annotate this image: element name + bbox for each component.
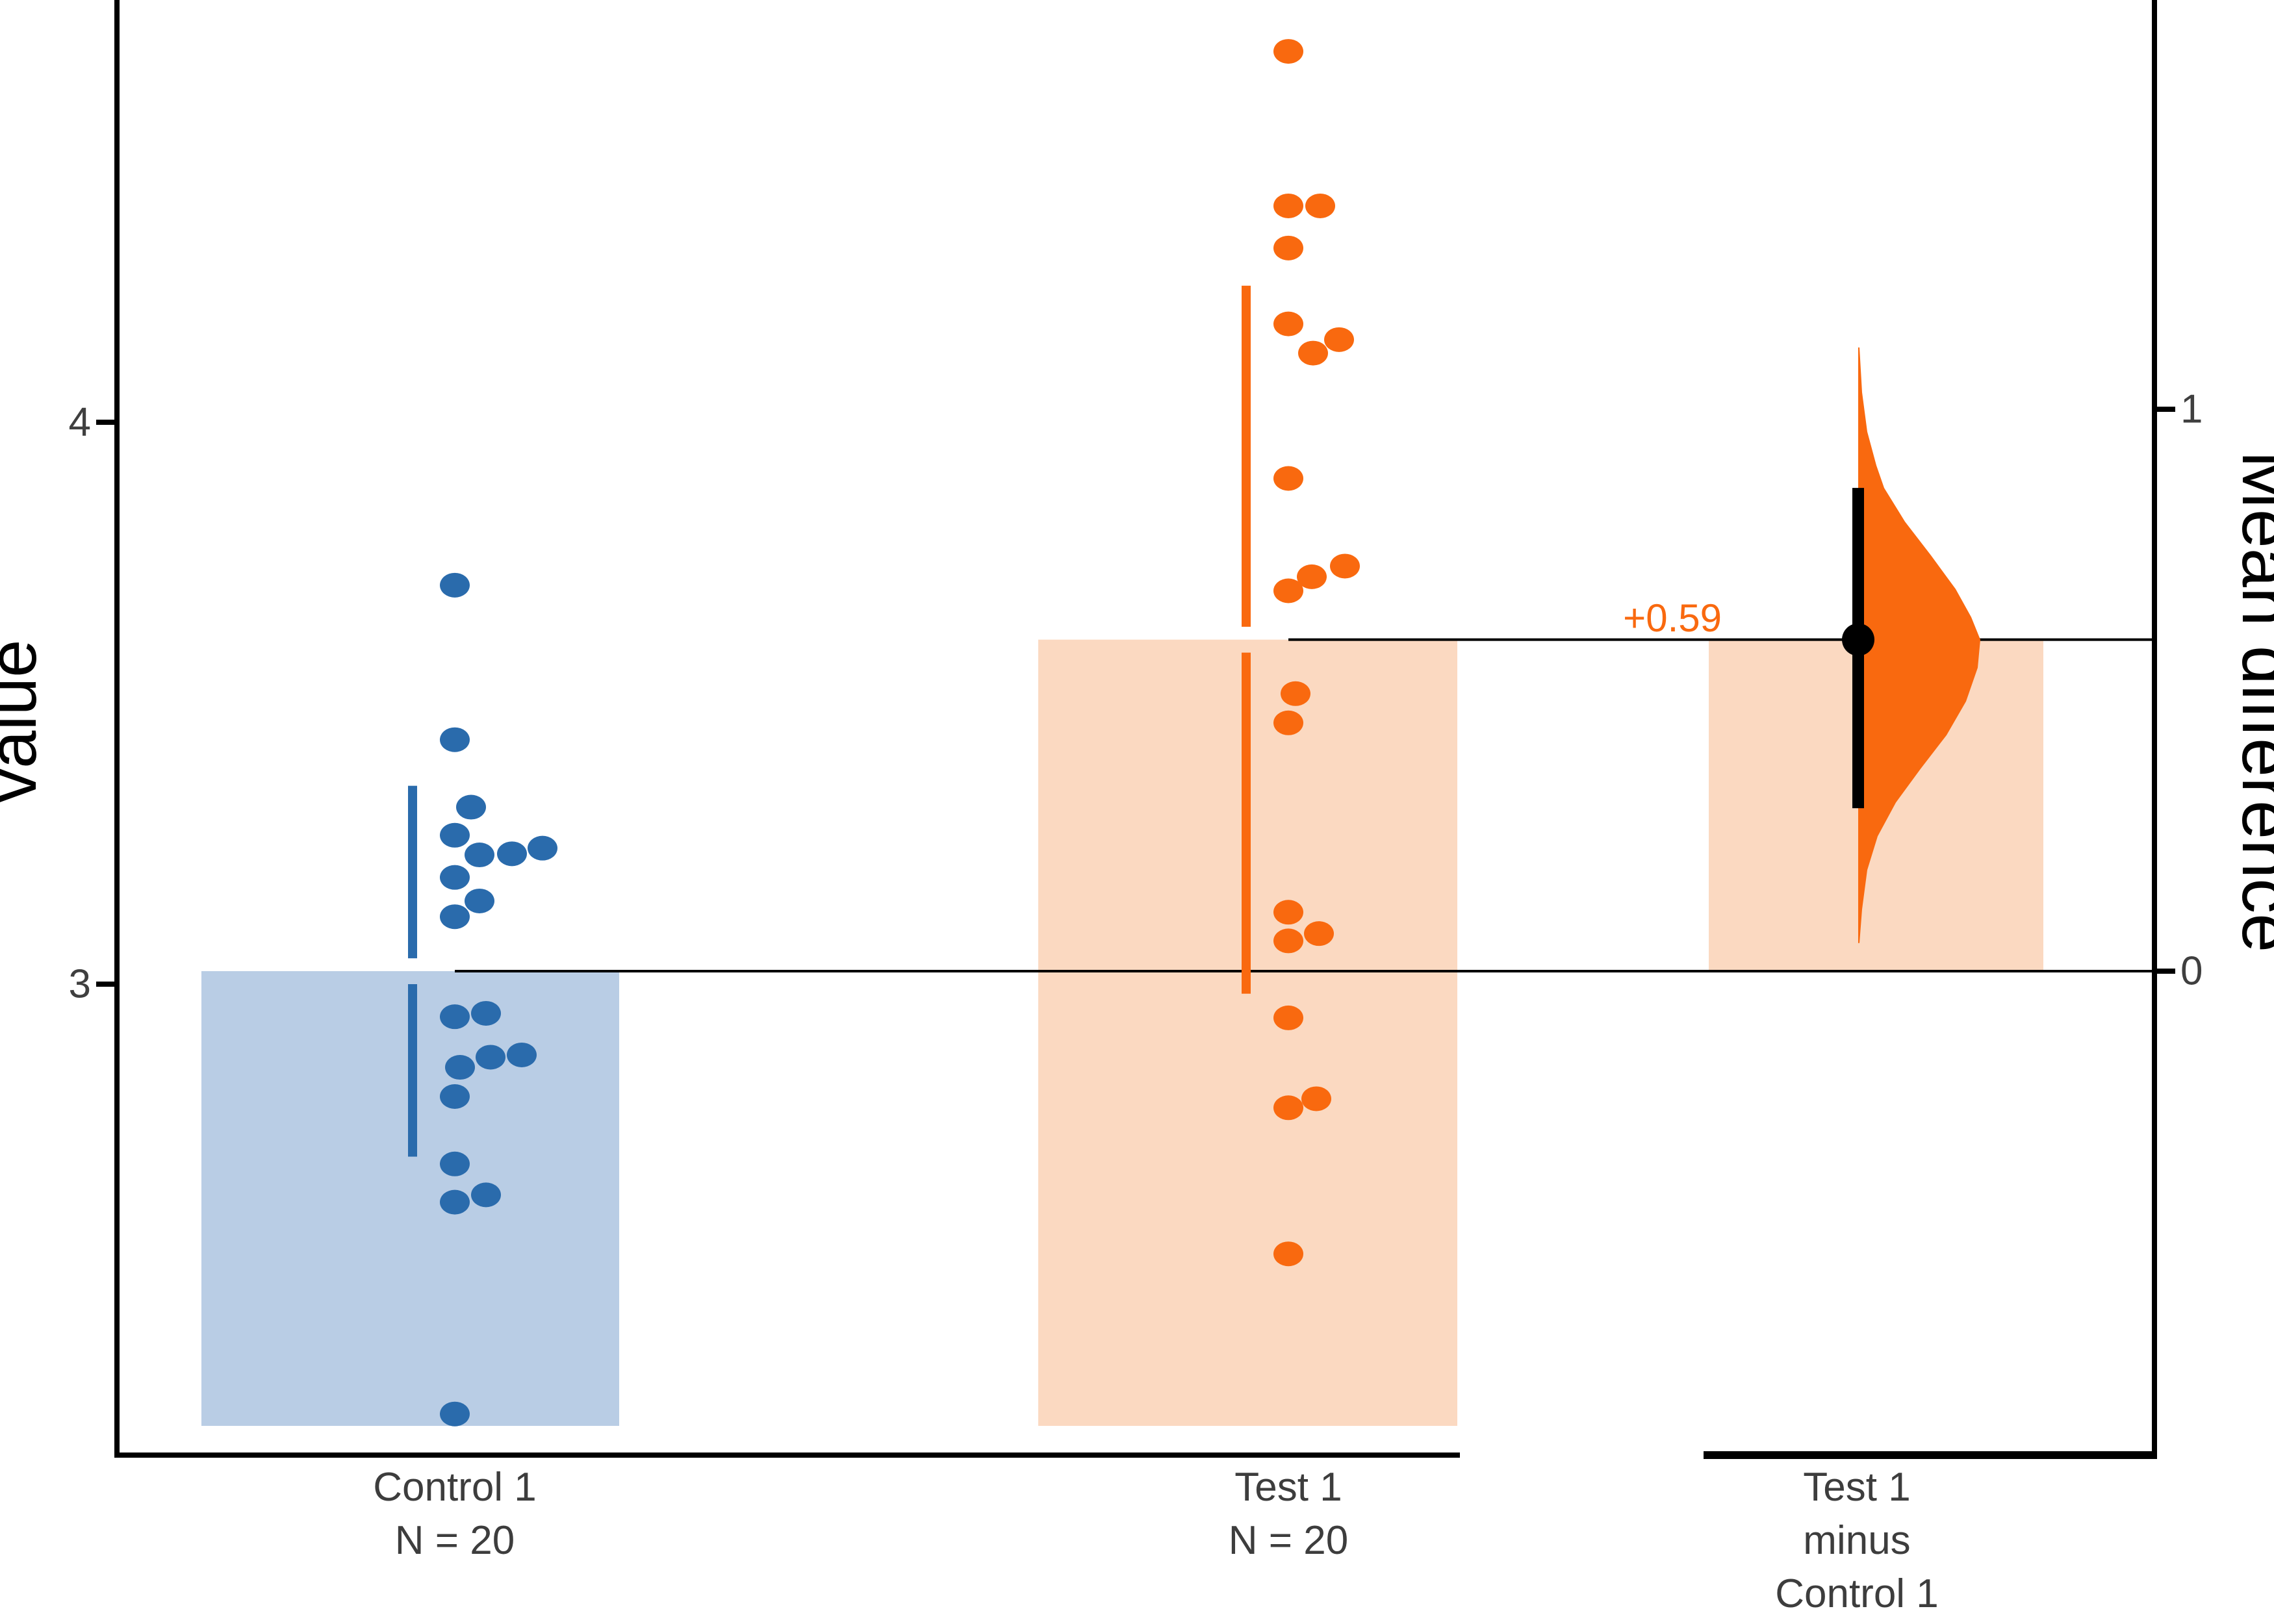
control-data-point [445, 1055, 475, 1080]
y-axis-tick-label-4: 4 [69, 400, 91, 445]
control-data-point [440, 1084, 470, 1109]
right-axis-tick-label-1: 1 [2180, 387, 2203, 432]
right-axis-line [2152, 0, 2157, 1458]
group-label-diff-line3: Control 1 [1775, 1571, 1939, 1616]
mean-difference-annotation: +0.59 [1623, 596, 1722, 640]
group-label-test-line1: Test 1 [1234, 1465, 1342, 1510]
test-data-point [1273, 900, 1303, 925]
right-axis-title: Mean difference [2228, 451, 2274, 953]
bars-layer [201, 639, 2043, 1426]
test-data-point [1330, 553, 1360, 579]
control-data-point [471, 1000, 501, 1026]
group-label-test-line2: N = 20 [1229, 1518, 1348, 1563]
mean-lines-layer [455, 638, 2154, 972]
control-data-point [440, 1401, 470, 1427]
y-axis-tick-label-3: 3 [69, 962, 91, 1007]
left-axis-line [114, 0, 120, 1458]
test-data-point [1273, 311, 1303, 336]
control-data-point [440, 904, 470, 930]
test-data-point [1301, 1086, 1331, 1111]
y-axis-title: value [0, 639, 51, 802]
left-axis-tick-mark [96, 982, 114, 987]
mean-difference-line [1288, 638, 2154, 641]
control-data-point [440, 727, 470, 752]
control-data-point [440, 1189, 470, 1215]
test-data-point [1298, 340, 1328, 366]
control-data-point [476, 1045, 505, 1070]
control-sd-line-segment-1 [408, 785, 417, 959]
right-axis-tick-mark [2157, 407, 2175, 412]
control-data-point [465, 843, 494, 868]
control-sd-line-segment-2 [408, 984, 417, 1157]
right-axis-tick-label-0: 0 [2180, 949, 2203, 994]
test-data-point [1281, 681, 1310, 706]
test-data-point [1297, 564, 1327, 589]
test-sd-line-segment-2 [1242, 652, 1251, 994]
test-data-point [1273, 1095, 1303, 1121]
group-label-control-line2: N = 20 [395, 1518, 515, 1563]
test-sd-line-segment-1 [1242, 285, 1251, 627]
ci-layer [1842, 488, 1874, 809]
test-data-point [1273, 193, 1303, 218]
effect-size-dot [1842, 623, 1874, 656]
bootstrap-distribution-violin [1858, 347, 1980, 943]
control-data-point [440, 1151, 470, 1176]
control-data-point [440, 822, 470, 848]
control-data-point [456, 794, 486, 820]
test-data-point [1273, 710, 1303, 735]
difference-floating-axis-line [1704, 1451, 2157, 1459]
test-data-point [1273, 466, 1303, 491]
test-data-point [1304, 921, 1334, 946]
test-data-point [1273, 1005, 1303, 1030]
axes-layer [96, 0, 2175, 1459]
group-label-diff-line1: Test 1 [1803, 1465, 1910, 1510]
test-data-point [1273, 928, 1303, 954]
group-label-diff-line2: minus [1803, 1518, 1910, 1563]
zero-difference-line [455, 970, 2154, 972]
test-data-point [1273, 39, 1303, 64]
control-data-point [440, 1004, 470, 1030]
left-axis-tick-mark [96, 420, 114, 425]
control-data-point [465, 888, 494, 913]
test-data-point [1273, 235, 1303, 260]
control-data-point [528, 835, 557, 861]
test-data-point [1324, 327, 1354, 352]
bottom-axis-line [114, 1453, 1460, 1458]
violin-layer [1858, 347, 1980, 943]
test-data-point [1305, 193, 1335, 218]
group-label-control-line1: Control 1 [373, 1465, 537, 1510]
test-data-point [1273, 578, 1303, 603]
right-axis-tick-mark [2157, 969, 2175, 974]
sd-lines-layer [408, 285, 1251, 1157]
control-data-point [497, 841, 527, 867]
control-data-point [440, 572, 470, 598]
swarm-layer [440, 39, 1360, 1427]
control-data-point [440, 865, 470, 890]
test-data-point [1273, 1241, 1303, 1267]
control-data-point [471, 1182, 501, 1208]
control-data-point [507, 1042, 537, 1067]
